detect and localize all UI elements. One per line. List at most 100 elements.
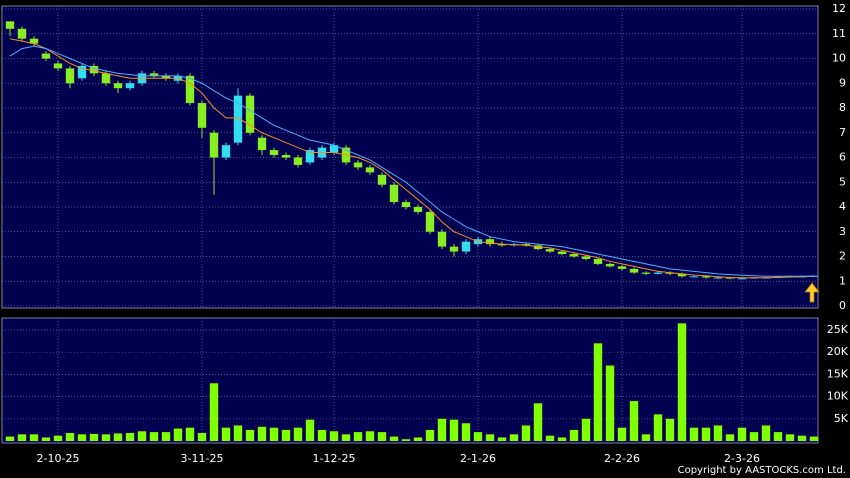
volume-bar (581, 418, 591, 441)
volume-bar (89, 433, 99, 441)
volume-bar (29, 434, 39, 441)
volume-bar (221, 427, 231, 441)
volume-bar (653, 414, 663, 441)
volume-bar (113, 433, 123, 441)
volume-bar (269, 427, 279, 441)
volume-bar (149, 432, 159, 441)
candle-body (365, 167, 375, 173)
candle-body (353, 162, 363, 168)
candle-body (653, 272, 663, 274)
volume-bar (437, 418, 447, 441)
volume-bar (605, 365, 615, 441)
y-tick-label: 0 (839, 299, 846, 312)
volume-bar (545, 435, 555, 441)
volume-bar (389, 436, 399, 441)
candle-body (677, 273, 687, 277)
volume-bar (569, 429, 579, 441)
candle-body (497, 244, 507, 246)
candle-body (605, 263, 615, 267)
candle-body (5, 21, 15, 29)
y-tick-label: 25K (827, 323, 849, 336)
volume-bar (509, 434, 519, 441)
volume-bar (101, 434, 111, 441)
volume-bar (233, 425, 243, 441)
volume-bar (185, 427, 195, 441)
volume-bar (461, 423, 471, 441)
candle-body (221, 145, 231, 158)
candle-body (77, 65, 87, 79)
volume-bar (137, 431, 147, 441)
candle-body (689, 276, 699, 278)
volume-bar (449, 419, 459, 441)
volume-bar (533, 403, 543, 441)
y-tick-label: 5K (834, 412, 849, 425)
candle-body (533, 245, 543, 250)
x-tick-label: 3-11-25 (181, 452, 224, 465)
volume-bar (689, 427, 699, 441)
volume-bar (317, 429, 327, 441)
y-tick-label: 3 (839, 225, 846, 238)
volume-bar (725, 434, 735, 441)
volume-bar (629, 401, 639, 441)
volume-bar (617, 427, 627, 441)
volume-bar (53, 435, 63, 441)
volume-bar (665, 418, 675, 441)
candle-body (629, 268, 639, 273)
volume-bar (17, 434, 27, 441)
candle-body (245, 95, 255, 133)
volume-bar (281, 429, 291, 441)
volume-bar (257, 426, 267, 441)
candle-body (53, 63, 63, 69)
candle-body (113, 83, 123, 89)
candle-body (425, 211, 435, 232)
moving-average (9, 38, 815, 279)
candle-body (293, 157, 303, 165)
volume-bar (65, 433, 75, 441)
y-tick-label: 11 (832, 27, 846, 40)
x-tick-label: 2-3-26 (724, 452, 760, 465)
volume-bar (245, 429, 255, 441)
x-tick-label: 2-2-26 (604, 452, 640, 465)
volume-bar (749, 432, 759, 441)
y-tick-label: 10K (827, 390, 849, 403)
y-tick-label: 12 (832, 2, 846, 15)
volume-bar (785, 434, 795, 441)
candle-body (233, 95, 243, 143)
volume-bar (593, 343, 603, 441)
volume-bar (41, 437, 51, 441)
candle-body (281, 155, 291, 158)
volume-bar (473, 432, 483, 441)
candle-body (377, 174, 387, 185)
y-tick-label: 9 (839, 76, 846, 89)
copyright: Copyright by AASTOCKS.com Ltd. (678, 465, 846, 476)
volume-bar (209, 383, 219, 441)
candle-body (17, 28, 27, 39)
candle-body (593, 258, 603, 264)
candle-body (557, 251, 567, 255)
y-tick-label: 15K (827, 367, 849, 380)
y-tick-label: 6 (839, 151, 846, 164)
volume-bar (773, 432, 783, 441)
candle-body (185, 75, 195, 104)
candle-body (329, 145, 339, 153)
volume-bar (485, 434, 495, 441)
volume-panel (1, 317, 819, 444)
candle-body (461, 241, 471, 252)
candle-body (437, 231, 447, 247)
candle-body (701, 276, 711, 278)
candle-body (485, 239, 495, 245)
volume-bar (677, 323, 687, 441)
volume-bar (197, 433, 207, 441)
y-tick-label: 20K (827, 345, 849, 358)
volume-bar (809, 436, 819, 441)
volume-bar (305, 419, 315, 441)
y-tick-label: 4 (839, 200, 846, 213)
candle-body (449, 246, 459, 252)
candle-body (149, 73, 159, 76)
candle-body (65, 68, 75, 84)
candle-body (29, 38, 39, 44)
volume-bar (125, 433, 135, 441)
volume-bar (173, 428, 183, 441)
